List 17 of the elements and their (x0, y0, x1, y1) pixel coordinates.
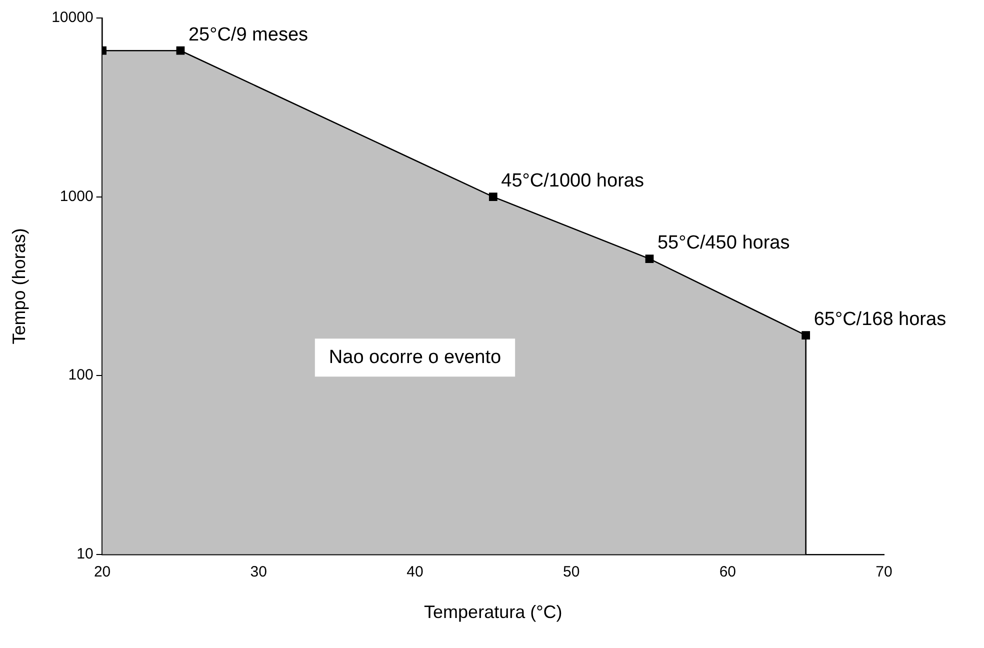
y-tick-label: 10 (76, 546, 94, 563)
annotation: 45°C/1000 horas (501, 170, 644, 192)
x-axis-title: Temperatura (°C) (424, 602, 562, 622)
x-tick-label: 20 (94, 564, 111, 581)
y-axis-title: Tempo (horas) (8, 228, 29, 344)
x-tick-label: 60 (719, 564, 736, 581)
x-tick-label: 50 (562, 564, 580, 581)
annotation: 55°C/450 horas (657, 232, 790, 254)
x-tick-label: 70 (876, 564, 892, 581)
y-tick-label: 100 (68, 366, 94, 384)
annotation: Nao ocorre o evento (328, 346, 502, 368)
y-tick-label: 10000 (52, 9, 94, 26)
x-tick-label: 40 (406, 564, 424, 581)
y-tick-label: 1000 (60, 188, 94, 205)
annotation: 25°C/9 meses (188, 24, 308, 46)
x-tick-label: 30 (250, 564, 267, 581)
annotation: 65°C/168 horas (814, 309, 946, 330)
